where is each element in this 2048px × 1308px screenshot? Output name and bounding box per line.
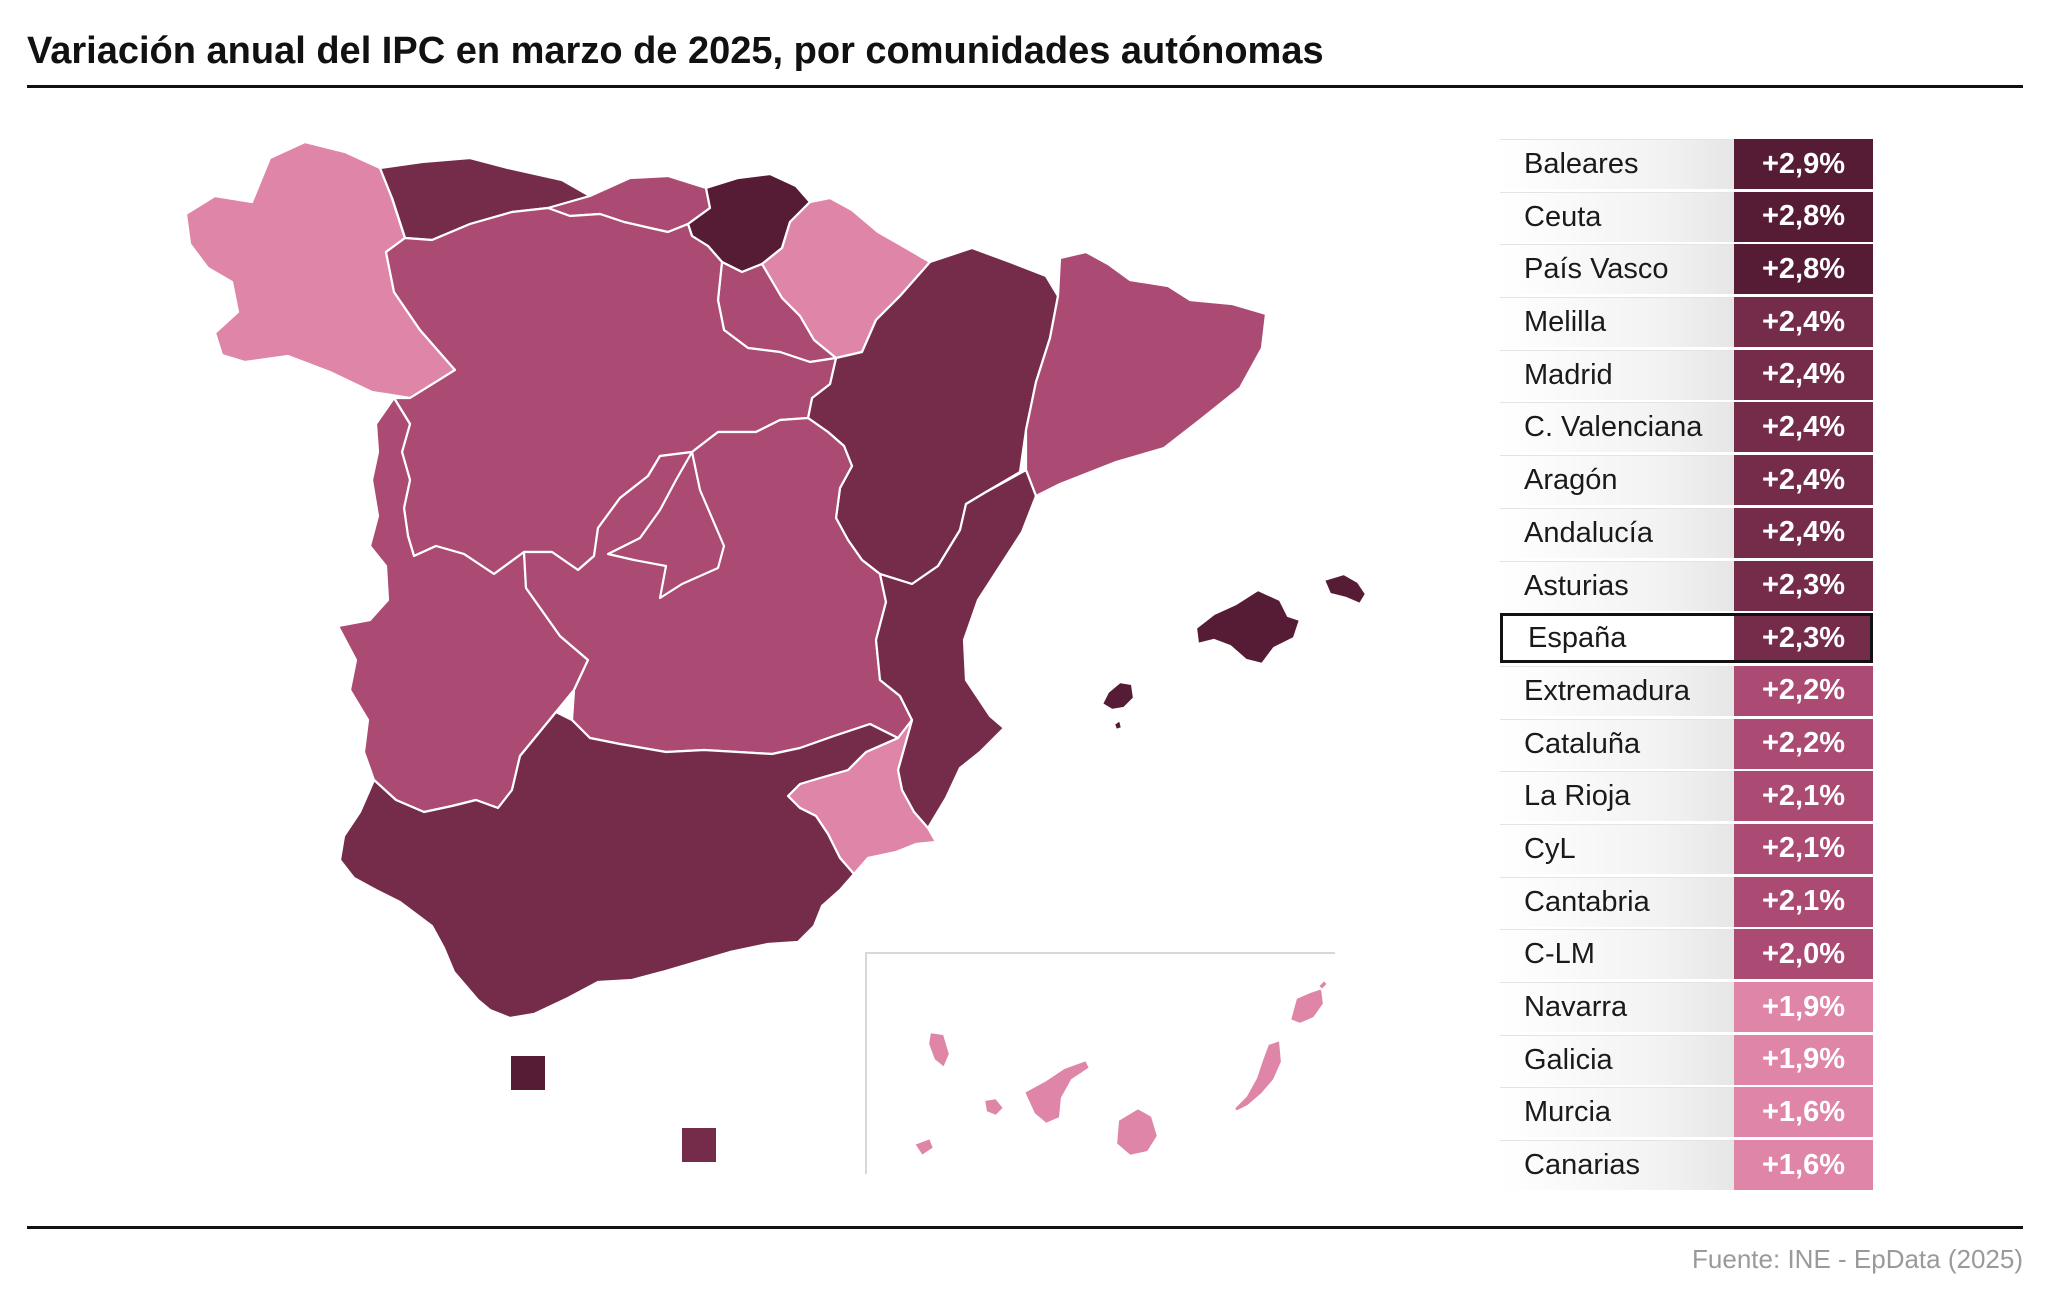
row-name: Asturias — [1500, 560, 1734, 611]
row-value: +2,4% — [1734, 402, 1873, 453]
region-ibiza — [1100, 680, 1136, 712]
row-value: +2,9% — [1734, 139, 1873, 189]
region-andalucia — [338, 710, 900, 1020]
footer-divider — [27, 1226, 2023, 1229]
row-value: +2,3% — [1734, 613, 1873, 664]
table-row: Navarra +1,9% — [1500, 982, 1873, 1032]
region-gran-canaria — [1114, 1106, 1160, 1158]
table-row: Aragón +2,4% — [1500, 455, 1873, 506]
row-value: +1,9% — [1734, 1034, 1873, 1085]
row-name: Canarias — [1500, 1140, 1734, 1191]
table-row: Murcia +1,6% — [1500, 1087, 1873, 1138]
row-value: +2,2% — [1734, 665, 1873, 716]
row-name: Baleares — [1500, 139, 1734, 189]
row-value: +2,8% — [1734, 191, 1873, 242]
table-row: Ceuta +2,8% — [1500, 191, 1873, 242]
row-name: España — [1500, 613, 1734, 664]
row-name: La Rioja — [1500, 771, 1734, 822]
row-value: +2,4% — [1734, 507, 1873, 558]
table-row: C-LM +2,0% — [1500, 929, 1873, 980]
region-fuerteventura — [1232, 1038, 1284, 1114]
row-name: Cantabria — [1500, 876, 1734, 927]
row-value: +2,3% — [1734, 560, 1873, 611]
table-row: Asturias +2,3% — [1500, 560, 1873, 611]
row-name: Navarra — [1500, 982, 1734, 1032]
row-name: Murcia — [1500, 1087, 1734, 1138]
row-name: C. Valenciana — [1500, 402, 1734, 453]
table-row: Galicia +1,9% — [1500, 1034, 1873, 1085]
row-value: +1,6% — [1734, 1140, 1873, 1191]
region-la-palma — [926, 1030, 952, 1070]
row-value: +2,0% — [1734, 929, 1873, 980]
row-name: Andalucía — [1500, 507, 1734, 558]
row-name: Ceuta — [1500, 191, 1734, 242]
row-name: Madrid — [1500, 349, 1734, 400]
row-value: +1,6% — [1734, 1087, 1873, 1138]
table-row: La Rioja +2,1% — [1500, 771, 1873, 822]
table-row-national-total: España +2,3% — [1500, 613, 1873, 664]
row-value: +2,1% — [1734, 771, 1873, 822]
row-value: +2,8% — [1734, 244, 1873, 295]
region-la-gomera — [982, 1096, 1006, 1118]
region-la-graciosa — [1316, 978, 1330, 992]
table-row: CyL +2,1% — [1500, 823, 1873, 874]
row-value: +1,9% — [1734, 982, 1873, 1032]
region-melilla — [682, 1128, 716, 1162]
table-row: C. Valenciana +2,4% — [1500, 402, 1873, 453]
region-mallorca — [1194, 588, 1302, 666]
region-lanzarote — [1288, 986, 1326, 1026]
ipc-ranking-table: Baleares +2,9% Ceuta +2,8% País Vasco +2,8%… — [1500, 139, 1873, 1193]
row-name: Aragón — [1500, 455, 1734, 506]
region-menorca — [1322, 572, 1368, 606]
row-value: +2,4% — [1734, 297, 1873, 348]
region-tenerife — [1022, 1058, 1092, 1126]
region-formentera — [1112, 718, 1124, 732]
region-ceuta — [511, 1056, 545, 1090]
canary-islands-inset-frame — [865, 952, 1335, 1174]
table-row: Extremadura +2,2% — [1500, 665, 1873, 716]
table-row: Melilla +2,4% — [1500, 297, 1873, 348]
row-value: +2,4% — [1734, 349, 1873, 400]
row-name: Melilla — [1500, 297, 1734, 348]
row-name: Cataluña — [1500, 718, 1734, 769]
table-row: País Vasco +2,8% — [1500, 244, 1873, 295]
table-row: Canarias +1,6% — [1500, 1140, 1873, 1191]
source-note: Fuente: INE - EpData (2025) — [1692, 1244, 2023, 1274]
page-title: Variación anual del IPC en marzo de 2025… — [27, 30, 1324, 72]
row-name: CyL — [1500, 823, 1734, 874]
table-row: Cataluña +2,2% — [1500, 718, 1873, 769]
row-value: +2,1% — [1734, 876, 1873, 927]
row-name: País Vasco — [1500, 244, 1734, 295]
table-row: Cantabria +2,1% — [1500, 876, 1873, 927]
table-row: Baleares +2,9% — [1500, 139, 1873, 189]
row-value: +2,2% — [1734, 718, 1873, 769]
title-divider — [27, 85, 2023, 88]
region-cataluna — [1024, 250, 1268, 498]
region-el-hierro — [912, 1136, 936, 1158]
row-name: Extremadura — [1500, 665, 1734, 716]
row-value: +2,1% — [1734, 823, 1873, 874]
row-name: Galicia — [1500, 1034, 1734, 1085]
table-row: Madrid +2,4% — [1500, 349, 1873, 400]
row-value: +2,4% — [1734, 455, 1873, 506]
table-row: Andalucía +2,4% — [1500, 507, 1873, 558]
row-name: C-LM — [1500, 929, 1734, 980]
